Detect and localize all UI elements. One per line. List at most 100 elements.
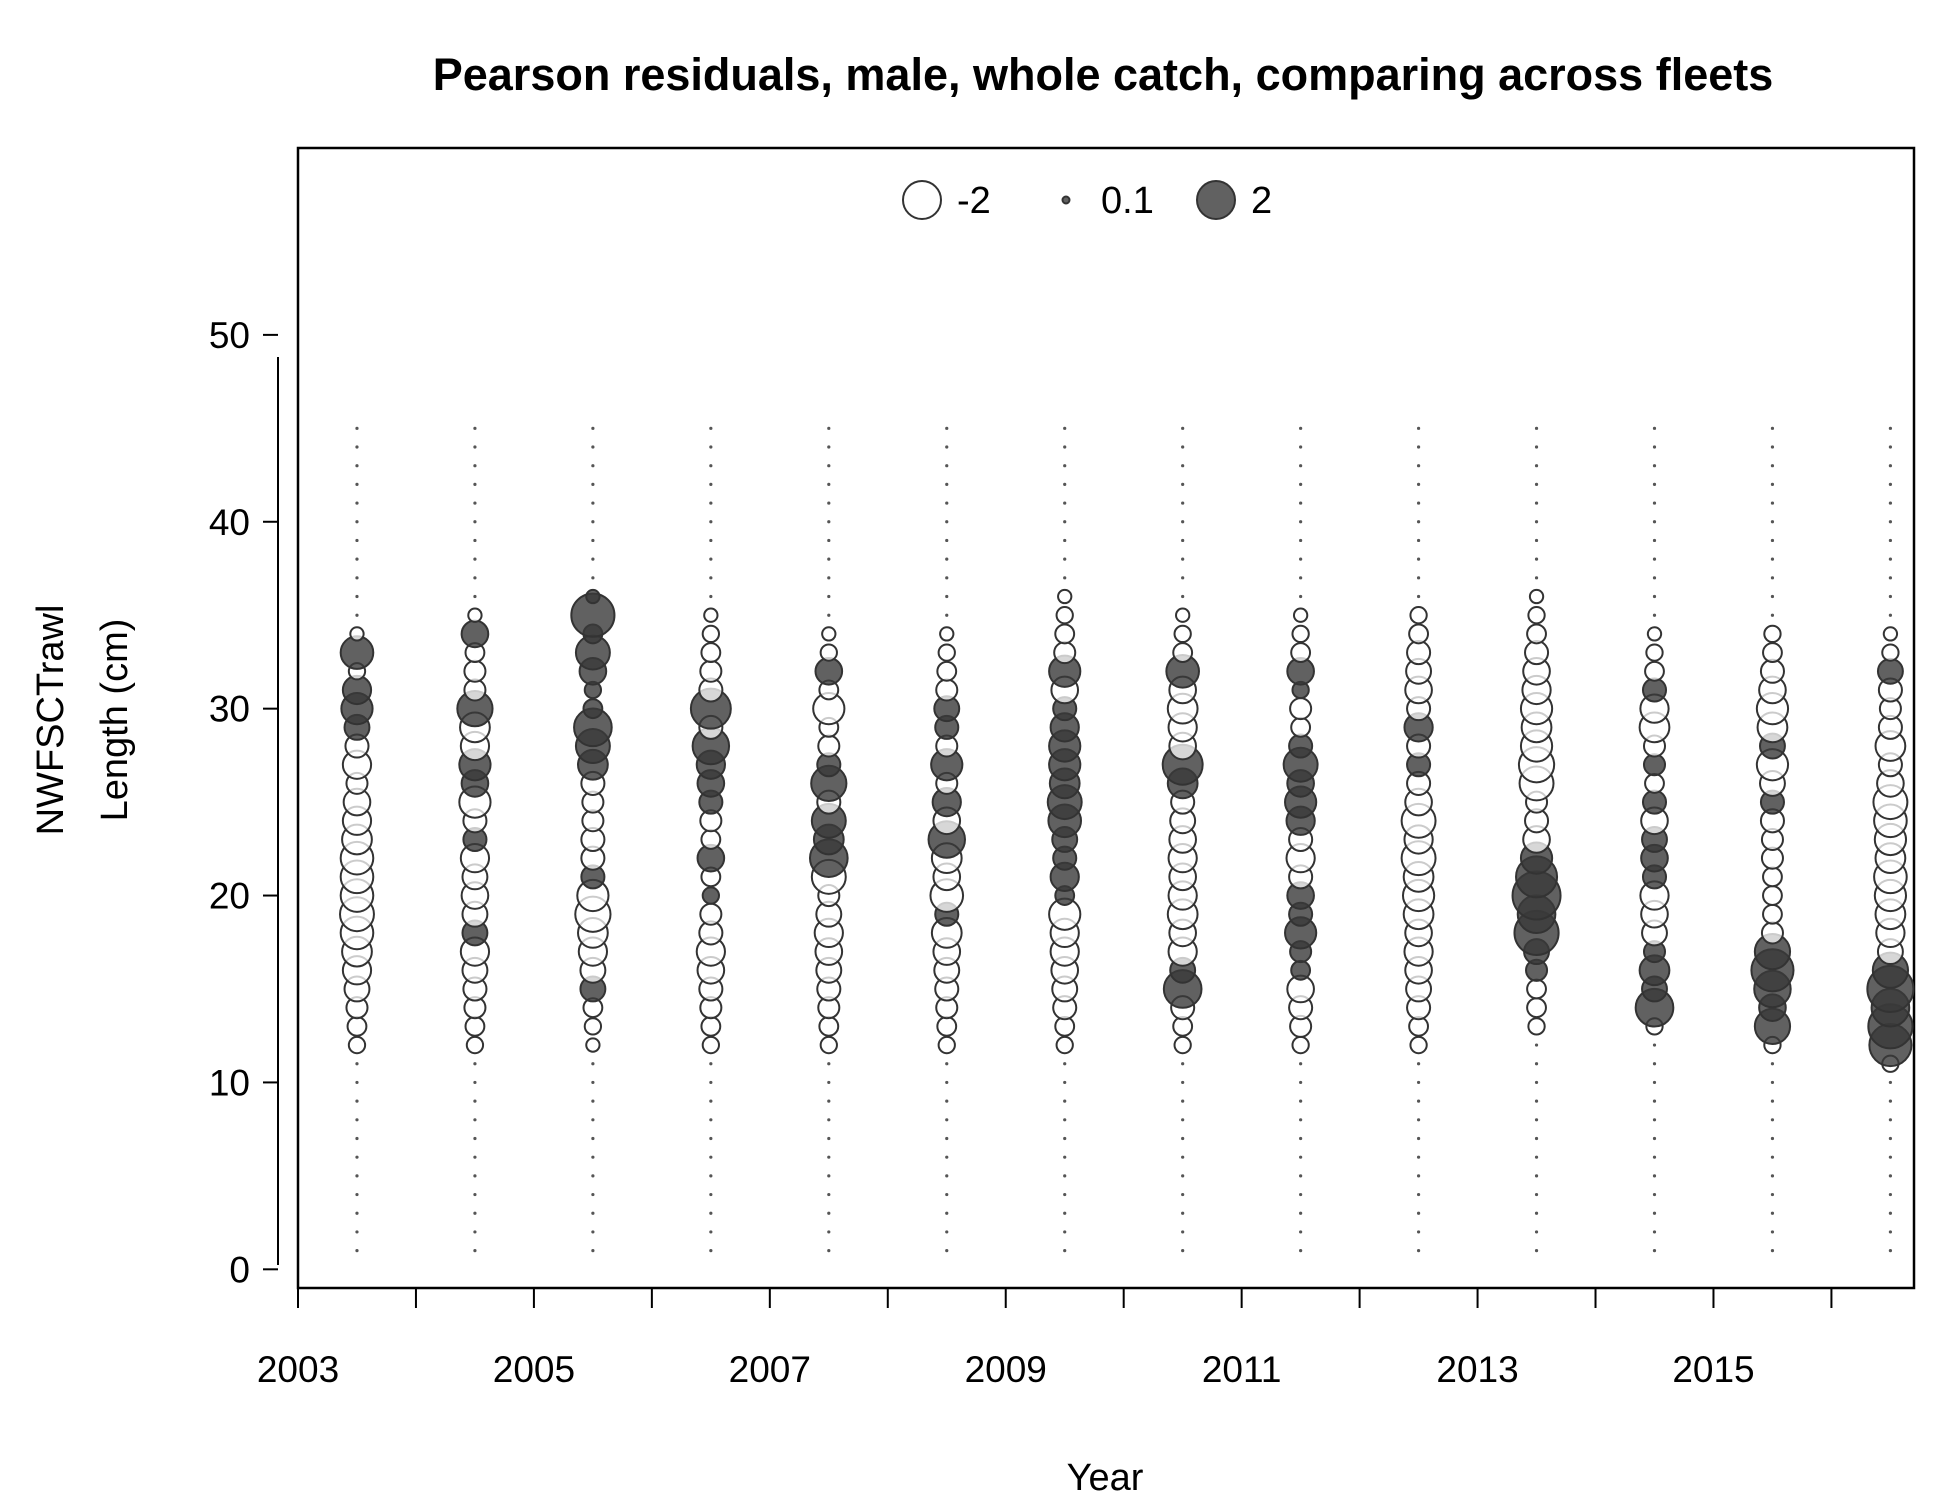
guide-dot [827,1155,831,1159]
guide-dot [945,594,949,599]
negative-residual-bubble [463,659,487,683]
guide-dot [1652,1249,1657,1253]
guide-dot [1534,501,1539,505]
positive-residual-bubble [1641,677,1668,703]
guide-dot [1063,1099,1067,1103]
guide-dot [591,1118,595,1122]
negative-residual-bubble [1524,640,1550,666]
guide-dot [1181,501,1185,505]
guide-dot [1534,1080,1539,1085]
legend-label: 0.1 [1101,180,1154,222]
guide-dot [945,482,949,486]
guide-dot [945,1230,949,1234]
guide-dot [1534,538,1539,543]
guide-dot [1299,1192,1303,1197]
guide-dot [1888,613,1893,617]
y-tick-label: 50 [209,315,250,356]
guide-dot [591,445,595,449]
guide-dot [1652,464,1657,468]
guide-dot [355,1174,359,1178]
negative-residual-bubble [935,678,959,702]
residual-bubbles [339,588,1915,1073]
guide-dot [1652,613,1657,617]
negative-residual-bubble [936,1015,958,1037]
guide-dot [1652,1118,1657,1122]
negative-residual-bubble [1290,716,1312,738]
guide-dot [473,1211,477,1215]
guide-dot [1181,1230,1185,1234]
guide-dot [709,464,713,468]
negative-residual-bubble [939,626,955,642]
guide-dot [1416,1062,1421,1066]
guide-dot [709,1118,713,1122]
negative-residual-bubble [1053,641,1077,665]
guide-dot [945,1249,949,1253]
negative-residual-bubble [1291,1035,1310,1055]
guide-dot [355,426,359,430]
guide-dot [1416,1174,1421,1178]
guide-dot [591,557,595,561]
negative-residual-bubble [699,902,723,926]
guide-dot [709,538,713,543]
guide-dot [709,482,713,486]
guide-dot [827,501,831,505]
guide-dot [1770,482,1775,486]
guide-dot [1299,557,1303,561]
guide-dot [473,576,477,580]
negative-residual-bubble [347,1035,367,1055]
positive-residual-bubble [701,886,720,905]
negative-residual-bubble [700,1015,722,1037]
guide-dot [709,557,713,561]
guide-dot [591,1080,595,1085]
guide-dot [827,594,831,599]
negative-residual-bubble [1646,626,1663,642]
guide-dot [1063,1211,1067,1215]
chart-title: Pearson residuals, male, whole catch, co… [433,49,1774,100]
guide-dot [945,1211,949,1215]
guide-dot [1416,594,1421,599]
guide-dot [591,501,595,505]
guide-dot [1652,594,1657,599]
guide-dot [591,1155,595,1159]
guide-dot [1770,1174,1775,1178]
guide-dot [1181,538,1185,543]
negative-residual-bubble [1409,606,1428,625]
guide-dot [827,520,831,524]
positive-residual-bubble [1641,789,1668,815]
x-tick-label: 2005 [493,1349,575,1390]
guide-dot [1416,1099,1421,1103]
guide-dot [473,538,477,543]
guide-dot [1770,501,1775,505]
guide-dot [473,1192,477,1197]
guide-dot [1888,1192,1893,1197]
guide-dot [1534,1192,1539,1197]
guide-dot [1888,1099,1893,1103]
guide-dot [1299,1118,1303,1122]
guide-dot [591,1211,595,1215]
guide-dot [355,1099,359,1103]
guide-dot [355,501,359,505]
guide-dot [709,445,713,449]
guide-dot [1181,1249,1185,1253]
guide-dot [1299,1249,1303,1253]
guide-dot [1888,1080,1893,1085]
guide-dot [1063,1174,1067,1178]
negative-residual-bubble [1173,624,1192,644]
negative-residual-bubble [701,624,720,644]
guide-dot [945,1174,949,1178]
negative-residual-bubble [1762,903,1783,925]
guide-dot [473,482,477,486]
guide-dot [1888,482,1893,486]
guide-dot [1652,1043,1657,1047]
negative-residual-bubble [819,1035,838,1055]
guide-dot [1299,538,1303,543]
guide-dot [945,1099,949,1103]
guide-dot [945,445,949,449]
negative-residual-bubble [1762,642,1783,664]
guide-dot [473,1118,477,1122]
guide-dot [1652,520,1657,524]
guide-dot [1299,501,1303,505]
guide-dot [1063,1192,1067,1197]
guide-dot [827,1230,831,1234]
guide-dot [1652,1211,1657,1215]
